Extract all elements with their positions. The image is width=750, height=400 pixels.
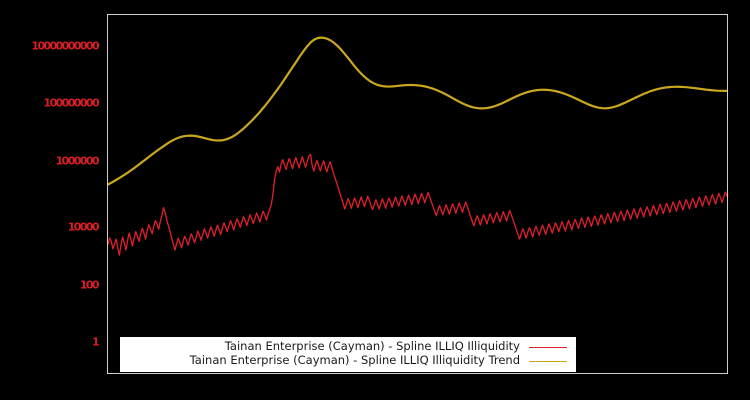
- legend-swatch-trend: [529, 360, 567, 362]
- y-tick-label: 10000: [67, 220, 100, 234]
- chart-legend: Tainan Enterprise (Cayman) - Spline ILLI…: [120, 337, 576, 372]
- legend-label-illiquidity: Tainan Enterprise (Cayman) - Spline ILLI…: [224, 339, 520, 354]
- y-tick-label: 100000000: [43, 96, 100, 110]
- legend-entry-illiquidity: Tainan Enterprise (Cayman) - Spline ILLI…: [121, 340, 575, 354]
- plot-area: [107, 14, 728, 374]
- legend-entry-trend: Tainan Enterprise (Cayman) - Spline ILLI…: [121, 354, 575, 368]
- y-tick-label: 1: [91, 335, 100, 349]
- series-canvas: [108, 15, 727, 373]
- y-tick-label: 100: [79, 278, 100, 292]
- y-axis: 10000000000 100000000 1000000 10000 100 …: [0, 0, 107, 400]
- y-tick-label: 10000000000: [31, 39, 99, 53]
- legend-label-trend: Tainan Enterprise (Cayman) - Spline ILLI…: [189, 353, 520, 368]
- series-line-trend: [108, 38, 727, 185]
- legend-swatch-illiquidity: [529, 346, 567, 348]
- series-line-illiquidity: [108, 154, 727, 255]
- y-tick-label: 1000000: [55, 154, 100, 168]
